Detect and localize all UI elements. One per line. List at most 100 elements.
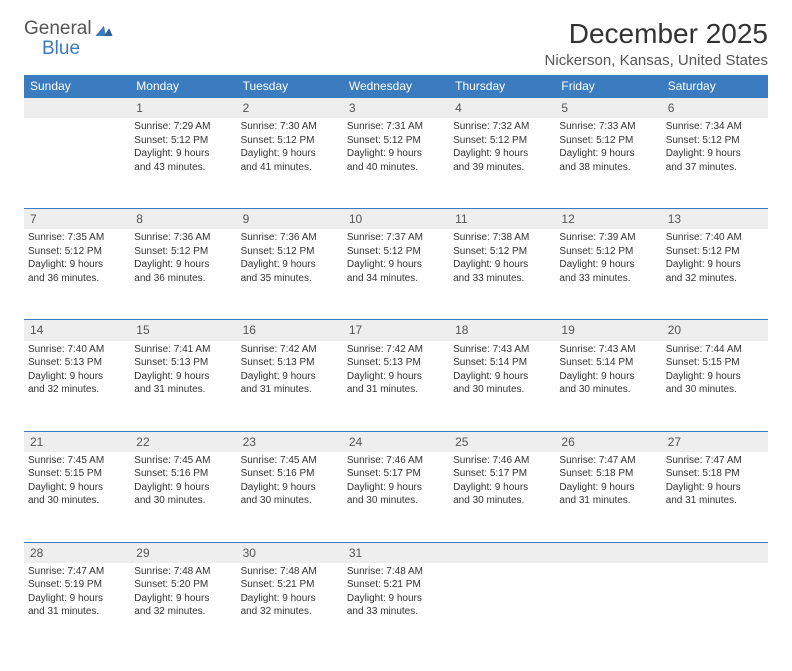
day-info-line: and 32 minutes.	[666, 272, 764, 286]
day-info-line: Sunrise: 7:35 AM	[28, 231, 126, 245]
dow-header-row: Sunday Monday Tuesday Wednesday Thursday…	[24, 75, 768, 98]
day-content-cell: Sunrise: 7:48 AMSunset: 5:21 PMDaylight:…	[343, 563, 449, 653]
day-content-cell: Sunrise: 7:34 AMSunset: 5:12 PMDaylight:…	[662, 118, 768, 209]
day-info-line: Sunrise: 7:34 AM	[666, 120, 764, 134]
title-block: December 2025 Nickerson, Kansas, United …	[545, 18, 768, 69]
day-content-cell: Sunrise: 7:29 AMSunset: 5:12 PMDaylight:…	[130, 118, 236, 209]
day-info-line: Sunset: 5:12 PM	[241, 245, 339, 259]
day-info-line: Daylight: 9 hours	[666, 147, 764, 161]
day-info-line: and 35 minutes.	[241, 272, 339, 286]
day-info-line: Daylight: 9 hours	[666, 370, 764, 384]
dow-wednesday: Wednesday	[343, 75, 449, 98]
day-info-line: Daylight: 9 hours	[241, 370, 339, 384]
day-info-line: Sunset: 5:12 PM	[28, 245, 126, 259]
day-number-cell: 10	[343, 209, 449, 230]
day-info-line: Daylight: 9 hours	[134, 370, 232, 384]
day-number-cell	[555, 542, 661, 563]
day-number-cell: 7	[24, 209, 130, 230]
day-info-line: Sunrise: 7:43 AM	[453, 343, 551, 357]
day-info-line: Daylight: 9 hours	[134, 258, 232, 272]
day-info-line: and 38 minutes.	[559, 161, 657, 175]
daynum-row: 14151617181920	[24, 320, 768, 341]
day-info-line: Daylight: 9 hours	[453, 147, 551, 161]
day-content-cell: Sunrise: 7:36 AMSunset: 5:12 PMDaylight:…	[130, 229, 236, 320]
day-info-line: Daylight: 9 hours	[241, 147, 339, 161]
day-number-cell: 11	[449, 209, 555, 230]
day-info-line: and 32 minutes.	[241, 605, 339, 619]
day-number-cell: 1	[130, 98, 236, 119]
day-info-line: Sunset: 5:13 PM	[28, 356, 126, 370]
brand-text-general: General	[24, 18, 92, 40]
day-number-cell: 6	[662, 98, 768, 119]
day-info-line: and 36 minutes.	[28, 272, 126, 286]
day-content-cell	[555, 563, 661, 653]
day-info-line: Daylight: 9 hours	[28, 481, 126, 495]
day-number-cell	[662, 542, 768, 563]
day-info-line: Daylight: 9 hours	[666, 481, 764, 495]
day-info-line: Daylight: 9 hours	[347, 370, 445, 384]
day-info-line: Sunrise: 7:38 AM	[453, 231, 551, 245]
day-info-line: and 31 minutes.	[28, 605, 126, 619]
day-info-line: and 30 minutes.	[28, 494, 126, 508]
day-number-cell: 15	[130, 320, 236, 341]
daynum-row: 78910111213	[24, 209, 768, 230]
dow-sunday: Sunday	[24, 75, 130, 98]
dow-friday: Friday	[555, 75, 661, 98]
day-info-line: Sunrise: 7:40 AM	[666, 231, 764, 245]
day-number-cell: 8	[130, 209, 236, 230]
brand-mark-icon	[95, 24, 113, 36]
day-info-line: Daylight: 9 hours	[347, 147, 445, 161]
day-content-cell: Sunrise: 7:36 AMSunset: 5:12 PMDaylight:…	[237, 229, 343, 320]
day-info-line: and 30 minutes.	[666, 383, 764, 397]
day-info-line: Sunset: 5:13 PM	[347, 356, 445, 370]
dow-saturday: Saturday	[662, 75, 768, 98]
day-number-cell: 21	[24, 431, 130, 452]
day-info-line: Sunrise: 7:47 AM	[666, 454, 764, 468]
day-number-cell: 3	[343, 98, 449, 119]
day-content-row: Sunrise: 7:35 AMSunset: 5:12 PMDaylight:…	[24, 229, 768, 320]
day-number-cell: 29	[130, 542, 236, 563]
calendar-table: Sunday Monday Tuesday Wednesday Thursday…	[24, 75, 768, 653]
day-number-cell: 2	[237, 98, 343, 119]
day-info-line: Daylight: 9 hours	[666, 258, 764, 272]
day-info-line: Sunset: 5:17 PM	[347, 467, 445, 481]
day-info-line: Sunset: 5:13 PM	[134, 356, 232, 370]
day-number-cell: 17	[343, 320, 449, 341]
day-info-line: Sunrise: 7:47 AM	[28, 565, 126, 579]
day-info-line: and 33 minutes.	[559, 272, 657, 286]
day-number-cell: 28	[24, 542, 130, 563]
day-info-line: Sunset: 5:17 PM	[453, 467, 551, 481]
day-info-line: Daylight: 9 hours	[559, 370, 657, 384]
day-info-line: Daylight: 9 hours	[28, 370, 126, 384]
day-content-cell: Sunrise: 7:39 AMSunset: 5:12 PMDaylight:…	[555, 229, 661, 320]
day-info-line: and 31 minutes.	[134, 383, 232, 397]
day-content-cell: Sunrise: 7:32 AMSunset: 5:12 PMDaylight:…	[449, 118, 555, 209]
day-info-line: and 41 minutes.	[241, 161, 339, 175]
day-info-line: Sunrise: 7:46 AM	[453, 454, 551, 468]
day-info-line: Sunset: 5:18 PM	[559, 467, 657, 481]
daynum-row: 28293031	[24, 542, 768, 563]
day-info-line: and 39 minutes.	[453, 161, 551, 175]
day-info-line: Sunrise: 7:48 AM	[134, 565, 232, 579]
day-info-line: and 37 minutes.	[666, 161, 764, 175]
day-number-cell: 24	[343, 431, 449, 452]
day-info-line: Daylight: 9 hours	[453, 258, 551, 272]
day-info-line: and 31 minutes.	[559, 494, 657, 508]
day-info-line: Sunset: 5:21 PM	[347, 578, 445, 592]
day-info-line: Daylight: 9 hours	[559, 258, 657, 272]
day-info-line: and 33 minutes.	[453, 272, 551, 286]
day-info-line: and 31 minutes.	[666, 494, 764, 508]
day-number-cell: 14	[24, 320, 130, 341]
day-info-line: and 31 minutes.	[241, 383, 339, 397]
day-info-line: Daylight: 9 hours	[241, 258, 339, 272]
brand-logo: General Blue	[24, 18, 114, 60]
day-info-line: Sunset: 5:12 PM	[453, 134, 551, 148]
day-info-line: and 30 minutes.	[134, 494, 232, 508]
brand-text-blue: Blue	[42, 38, 114, 60]
day-content-row: Sunrise: 7:40 AMSunset: 5:13 PMDaylight:…	[24, 341, 768, 432]
day-info-line: Daylight: 9 hours	[453, 370, 551, 384]
day-content-cell: Sunrise: 7:45 AMSunset: 5:16 PMDaylight:…	[130, 452, 236, 543]
day-info-line: Sunset: 5:12 PM	[347, 134, 445, 148]
day-info-line: Sunset: 5:21 PM	[241, 578, 339, 592]
day-content-cell: Sunrise: 7:42 AMSunset: 5:13 PMDaylight:…	[237, 341, 343, 432]
